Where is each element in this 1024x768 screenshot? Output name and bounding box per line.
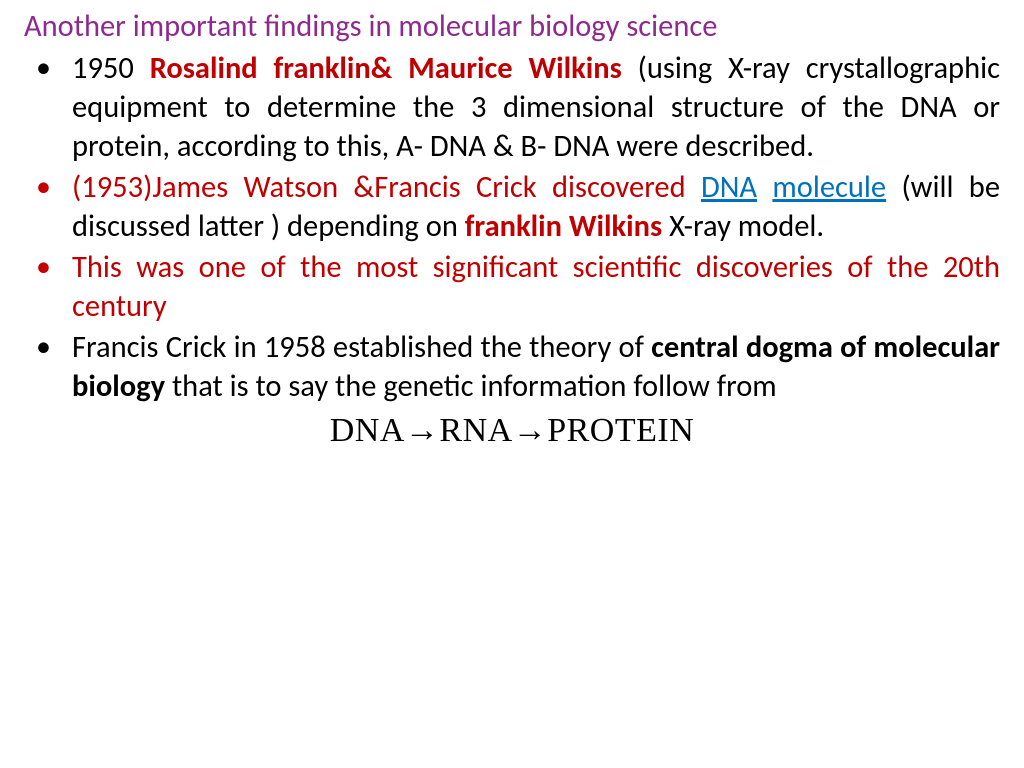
text-segment: that is to say the genetic information f… (172, 368, 777, 405)
text-segment: franklin Wilkins (465, 208, 669, 245)
bullet-list: 1950 Rosalind franklin& Maurice Wilkins … (24, 49, 1000, 406)
bullet-item-2: (1953)James Watson &Francis Crick discov… (24, 168, 1000, 246)
text-segment (686, 169, 701, 206)
text-segment: X-ray model. (669, 208, 824, 245)
text-segment (757, 169, 772, 206)
link-text[interactable]: DNA (701, 169, 757, 206)
central-dogma-text: DNA→RNA→PROTEIN (24, 412, 1000, 450)
text-segment: 1950 (72, 50, 150, 87)
slide-title: Another important findings in molecular … (24, 8, 1000, 45)
bullet-item-1: 1950 Rosalind franklin& Maurice Wilkins … (24, 49, 1000, 166)
text-segment: Francis Crick in 1958 established the th… (72, 329, 651, 366)
text-segment: Rosalind franklin& Maurice Wilkins (150, 50, 638, 87)
text-segment: (1953)James Watson &Francis Crick discov… (72, 169, 686, 206)
text-segment: This was one of the most significant sci… (72, 249, 1000, 325)
bullet-item-3: This was one of the most significant sci… (24, 248, 1000, 326)
link-text[interactable]: molecule (772, 169, 886, 206)
bullet-item-4: Francis Crick in 1958 established the th… (24, 328, 1000, 406)
